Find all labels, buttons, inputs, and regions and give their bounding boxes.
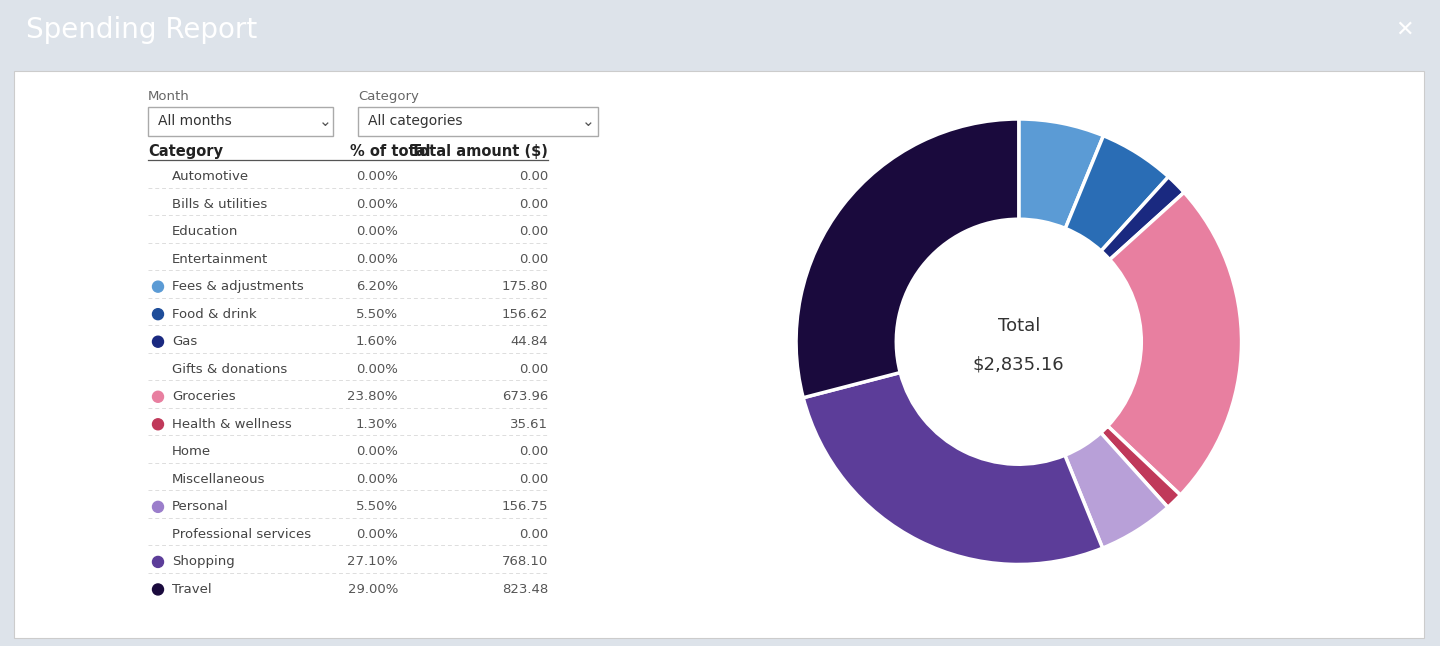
Text: 0.00%: 0.00% [356,253,397,266]
Text: 1.60%: 1.60% [356,335,397,348]
Text: 0.00: 0.00 [518,253,549,266]
Text: 0.00%: 0.00% [356,198,397,211]
Text: 0.00: 0.00 [518,445,549,458]
Text: Shopping: Shopping [171,556,235,568]
Wedge shape [1107,193,1241,495]
Text: Professional services: Professional services [171,528,311,541]
Text: 0.00: 0.00 [518,198,549,211]
Circle shape [153,309,164,320]
Circle shape [153,419,164,430]
Circle shape [153,391,164,402]
Text: 0.00: 0.00 [518,363,549,376]
Text: ⌄: ⌄ [582,114,595,129]
Text: Personal: Personal [171,501,229,514]
Text: 27.10%: 27.10% [347,556,397,568]
Text: 156.62: 156.62 [501,307,549,320]
Text: Fees & adjustments: Fees & adjustments [171,280,304,293]
Text: Gas: Gas [171,335,197,348]
Text: 6.20%: 6.20% [356,280,397,293]
Text: ⌄: ⌄ [318,114,331,129]
Circle shape [153,584,164,595]
Text: 0.00: 0.00 [518,225,549,238]
Circle shape [153,556,164,567]
Text: All categories: All categories [369,114,462,129]
Text: % of total: % of total [350,143,431,158]
Text: 0.00%: 0.00% [356,363,397,376]
Wedge shape [1064,433,1168,548]
Text: 35.61: 35.61 [510,418,549,431]
Text: 0.00: 0.00 [518,528,549,541]
Text: Health & wellness: Health & wellness [171,418,292,431]
Text: 156.75: 156.75 [501,501,549,514]
Text: 0.00: 0.00 [518,170,549,183]
Text: Total amount ($): Total amount ($) [412,143,549,158]
Text: Category: Category [148,143,223,158]
Text: 768.10: 768.10 [501,556,549,568]
Text: 823.48: 823.48 [501,583,549,596]
Circle shape [153,501,164,512]
Text: Food & drink: Food & drink [171,307,256,320]
Text: 0.00%: 0.00% [356,445,397,458]
Text: Entertainment: Entertainment [171,253,268,266]
Wedge shape [1100,426,1181,507]
Text: 1.30%: 1.30% [356,418,397,431]
FancyBboxPatch shape [148,107,333,136]
Text: 5.50%: 5.50% [356,501,397,514]
Text: Month: Month [148,90,190,103]
Text: 0.00%: 0.00% [356,473,397,486]
Text: Education: Education [171,225,239,238]
Wedge shape [796,119,1020,398]
Text: Category: Category [359,90,419,103]
Text: 29.00%: 29.00% [347,583,397,596]
Text: 5.50%: 5.50% [356,307,397,320]
Text: 0.00: 0.00 [518,473,549,486]
Text: ✕: ✕ [1395,20,1414,39]
Text: Gifts & donations: Gifts & donations [171,363,287,376]
Text: All months: All months [158,114,232,129]
Text: 175.80: 175.80 [501,280,549,293]
Text: Automotive: Automotive [171,170,249,183]
Wedge shape [1066,136,1168,251]
Text: 44.84: 44.84 [510,335,549,348]
Text: $2,835.16: $2,835.16 [973,355,1064,373]
Wedge shape [804,373,1103,565]
Wedge shape [1102,177,1184,260]
Text: Miscellaneous: Miscellaneous [171,473,265,486]
Text: Groceries: Groceries [171,390,236,403]
Text: 0.00%: 0.00% [356,528,397,541]
Text: Spending Report: Spending Report [26,16,258,44]
Circle shape [153,281,164,292]
FancyBboxPatch shape [359,107,598,136]
Text: 0.00%: 0.00% [356,170,397,183]
Text: Total: Total [998,317,1040,335]
Text: 23.80%: 23.80% [347,390,397,403]
Text: 673.96: 673.96 [501,390,549,403]
Text: Bills & utilities: Bills & utilities [171,198,268,211]
Text: Travel: Travel [171,583,212,596]
Text: 0.00%: 0.00% [356,225,397,238]
Text: Home: Home [171,445,212,458]
Circle shape [153,336,164,347]
Wedge shape [1018,119,1103,229]
